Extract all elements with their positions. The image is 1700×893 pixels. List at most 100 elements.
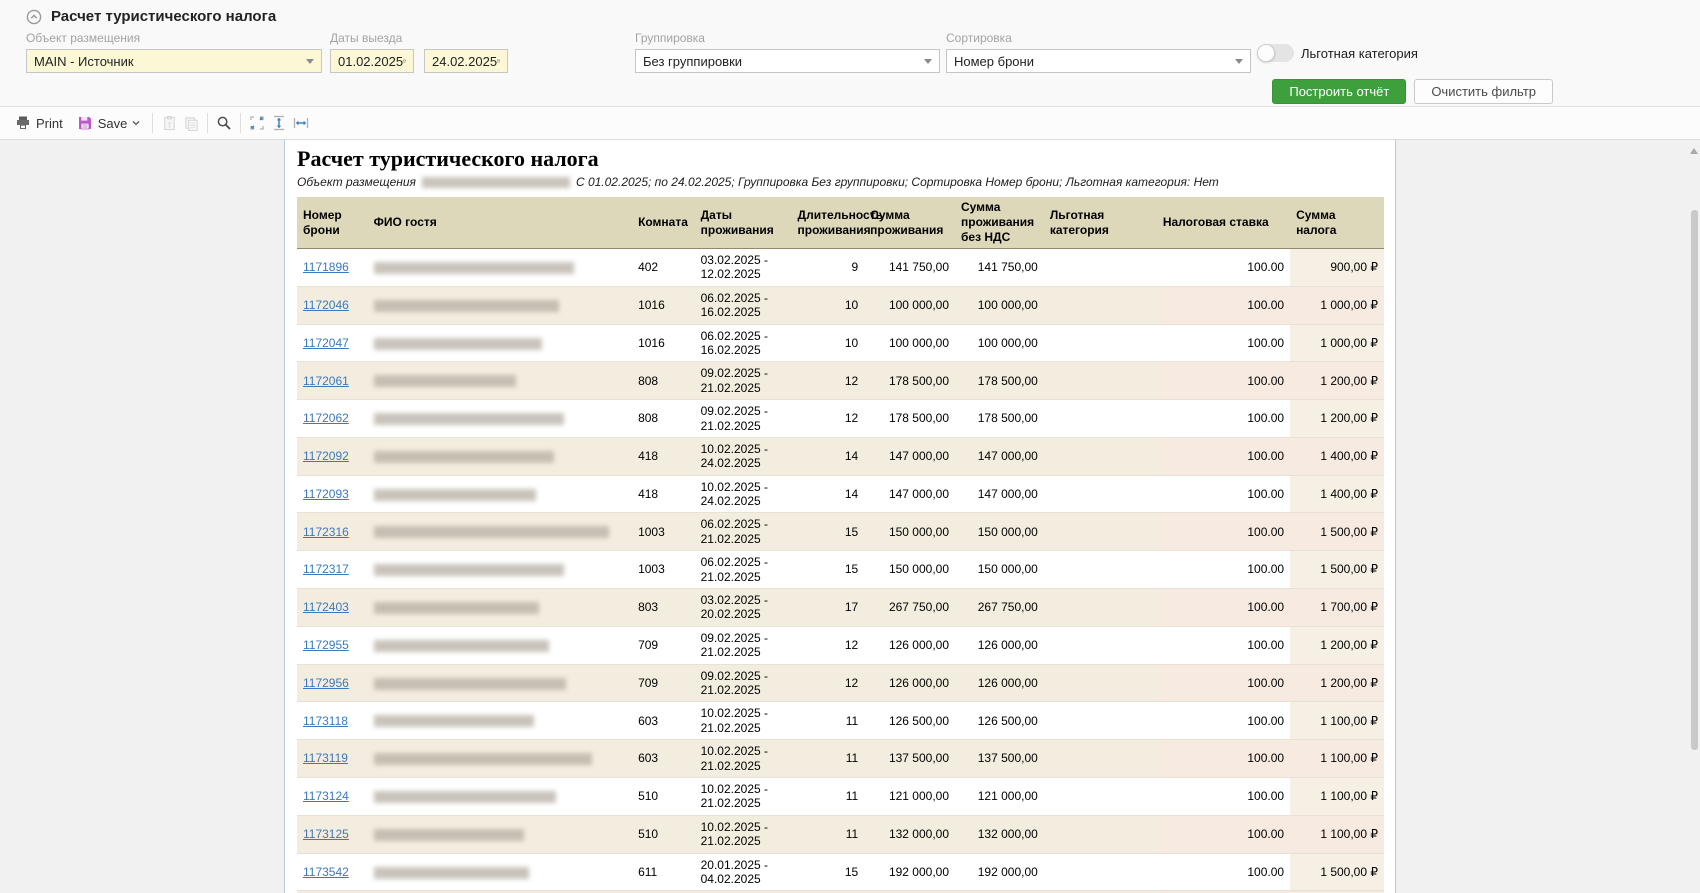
report-subtitle: Объект размещения С 01.02.2025; по 24.02… [297,175,1385,189]
report-table: Номер брони ФИО гостя Комната Даты прожи… [297,197,1384,893]
col-header-room: Комната [632,197,695,249]
room-cell: 510 [632,815,695,854]
room-cell: 803 [632,588,695,627]
table-row: 1173125 510 10.02.2025 -21.02.2025 11 132 00… [297,815,1384,854]
guest-name-redacted [373,375,516,388]
collapse-panel-icon[interactable] [26,9,42,25]
save-button[interactable]: Save [70,112,148,134]
booking-link[interactable]: 1173125 [303,826,349,841]
guest-name-redacted [373,299,559,312]
booking-link[interactable]: 1172955 [303,638,349,652]
tax-rate-cell: 100.00 [1156,550,1291,590]
clear-filter-button[interactable]: Очистить фильтр [1414,79,1553,104]
grouping-select[interactable]: Без группировки [635,49,940,73]
tax-rate-cell: 100.00 [1156,701,1291,741]
tax-rate-cell: 100.00 [1156,248,1291,287]
tax-rate-cell: 100.00 [1156,664,1291,703]
sum-cell: 126 000,00 [864,664,955,703]
full-screen-button[interactable] [246,112,268,134]
calendar-icon[interactable]: 7 [497,55,500,67]
page-width-button[interactable] [290,112,312,134]
property-select-value: MAIN - Источник [34,53,134,69]
sum-cell: 147 000,00 [864,437,955,476]
toolbar-separator [240,113,242,133]
sum-no-vat-cell: 126 000,00 [955,664,1044,703]
booking-link[interactable]: 1172956 [303,675,349,690]
print-button[interactable]: Print [8,112,70,134]
date-to-input[interactable]: 24.02.2025 7 [424,49,508,73]
duration-cell: 11 [791,815,865,854]
booking-link[interactable]: 1173542 [303,864,349,879]
tax-rate-cell: 100.00 [1156,588,1291,627]
date-from-input[interactable]: 01.02.2025 7 [330,49,414,73]
booking-link[interactable]: 1171896 [303,260,349,275]
booking-link[interactable]: 1173124 [303,789,349,804]
report-subtitle-params: С 01.02.2025; по 24.02.2025; Группировка… [575,175,1219,189]
sorting-label: Сортировка [946,31,1012,45]
guest-name-cell [367,248,633,287]
scrollbar-thumb[interactable] [1691,210,1698,750]
calendar-icon[interactable]: 7 [403,55,406,67]
guest-name-redacted [373,790,556,803]
sum-no-vat-cell: 127 500,00 [955,890,1044,893]
booking-link[interactable]: 1172092 [303,449,349,464]
build-report-button[interactable]: Построить отчёт [1272,79,1407,104]
room-cell: 1016 [632,324,695,363]
sum-no-vat-cell: 132 000,00 [955,815,1044,854]
sum-cell: 150 000,00 [864,550,955,590]
page-height-button[interactable] [268,112,290,134]
col-header-sum-no-vat: Сумма проживания без НДС [955,197,1044,249]
booking-number-cell: 1173119 [297,739,368,778]
guest-name-redacted [373,639,549,652]
scroll-up-arrow-icon[interactable] [1690,148,1698,154]
booking-link[interactable]: 1172317 [303,562,349,577]
guest-name-redacted [373,488,536,501]
privileged-category-toggle[interactable] [1257,44,1294,62]
booking-link[interactable]: 1172093 [303,486,349,501]
property-label: Объект размещения [26,31,141,45]
booking-link[interactable]: 1172046 [303,297,349,312]
page-width-icon [294,118,309,128]
booking-link[interactable]: 1172062 [303,411,349,426]
booking-link[interactable]: 1172316 [303,524,349,539]
guest-name-cell [367,626,633,665]
find-button[interactable] [213,112,235,134]
property-select[interactable]: MAIN - Источник [26,49,322,73]
sum-no-vat-cell: 100 000,00 [955,286,1044,325]
duration-cell: 15 [791,890,865,893]
room-cell: 418 [632,475,695,514]
tax-rate-cell: 100.00 [1156,853,1291,892]
sum-no-vat-cell: 121 000,00 [955,777,1044,816]
booking-link[interactable]: 1173118 [303,713,348,728]
print-label: Print [36,115,63,131]
booking-number-cell: 1172092 [297,437,368,476]
chevron-down-icon [924,58,932,64]
vertical-scrollbar[interactable] [1690,146,1699,887]
guest-name-cell [367,475,633,514]
room-cell: 611 [632,853,695,892]
booking-link[interactable]: 1173119 [303,751,348,766]
room-cell: 510 [632,777,695,816]
sum-cell: 178 500,00 [864,399,955,438]
sum-no-vat-cell: 100 000,00 [955,324,1044,363]
duration-cell: 11 [791,777,865,816]
guest-name-redacted [373,564,564,577]
duration-cell: 15 [791,512,865,552]
sum-no-vat-cell: 147 000,00 [955,437,1044,476]
guest-name-cell [367,739,633,778]
report-viewer: Расчет туристического налога Объект разм… [0,140,1700,893]
save-icon [78,117,91,130]
col-header-duration: Длительность проживания [791,197,883,249]
booking-link[interactable]: 1172061 [303,373,349,388]
tax-amount-cell: 1 200,00 ₽ [1290,361,1384,401]
guest-name-redacted [373,413,564,426]
table-row: 1172403 803 03.02.2025 -20.02.2025 17 267 75… [297,588,1384,627]
sorting-select[interactable]: Номер брони [946,49,1251,73]
sum-no-vat-cell: 147 000,00 [955,475,1044,514]
room-cell: 1016 [632,286,695,325]
tax-rate-cell: 100.00 [1156,286,1291,325]
stay-dates-cell: 10.02.2025 -24.02.2025 [694,437,792,476]
booking-link[interactable]: 1172047 [303,335,349,350]
table-row: 1171896 402 03.02.2025 -12.02.2025 9 141 750… [297,248,1384,287]
booking-link[interactable]: 1172403 [303,600,349,615]
